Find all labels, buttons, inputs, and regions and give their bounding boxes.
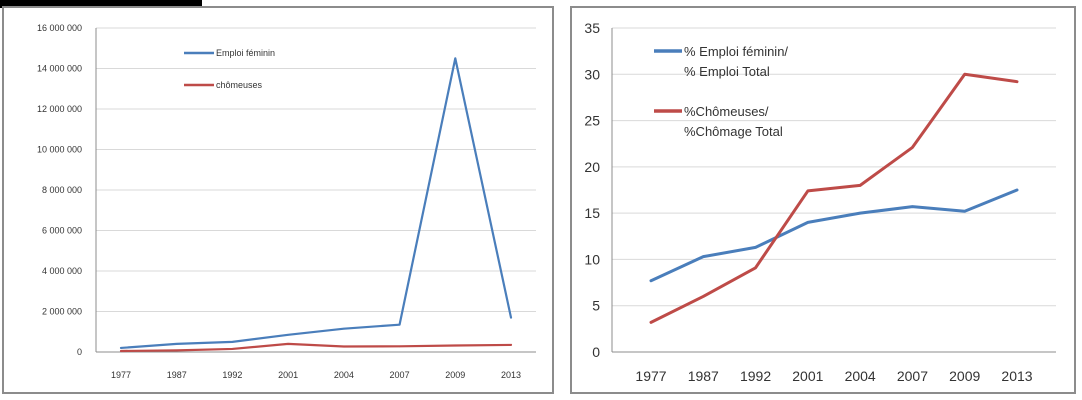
chart-panel-right: 0 5 10 15 20 25 30 35 1977 1987 1992 2001 2004 2007 20…	[570, 6, 1076, 394]
x-tick-label: 1987	[167, 370, 187, 380]
x-tick-label: 2001	[278, 370, 298, 380]
data-point	[510, 316, 512, 319]
data-point	[231, 348, 234, 350]
legend-label: %Chômage Total	[684, 124, 783, 139]
data-point	[963, 210, 966, 213]
legend-label: % Emploi féminin/	[684, 44, 788, 59]
y-tick-label: 12 000 000	[37, 104, 82, 114]
y-tick-label: 30	[584, 66, 600, 82]
x-tick-label: 1977	[111, 370, 131, 380]
x-tick-label: 1992	[222, 370, 242, 380]
data-point	[343, 345, 345, 348]
chart-right: 0 5 10 15 20 25 30 35 1977 1987 1992 2001 2004 2007 20…	[584, 20, 1056, 384]
data-point	[287, 343, 289, 345]
legend-label: Emploi féminin	[216, 48, 275, 58]
legend-label: % Emploi Total	[684, 64, 770, 79]
data-point	[807, 190, 809, 192]
legend-label: chômeuses	[216, 80, 263, 90]
x-tick-label: 1977	[635, 368, 666, 384]
y-tick-label: 6 000 000	[42, 226, 82, 236]
y-tick-label: 0	[77, 347, 82, 357]
y-tick-label: 16 000 000	[37, 23, 82, 33]
data-point	[1016, 80, 1018, 83]
data-point	[1016, 189, 1018, 191]
data-point	[754, 246, 757, 249]
data-point	[650, 321, 652, 324]
y-tick-label: 4 000 000	[42, 266, 82, 276]
x-tick-label: 2009	[445, 370, 465, 380]
data-point	[963, 73, 966, 76]
y-tick-label: 10	[584, 251, 600, 267]
y-tick-label: 35	[584, 20, 600, 36]
x-tick-label: 2004	[845, 368, 876, 384]
data-point	[120, 347, 122, 349]
data-point	[510, 344, 512, 346]
data-point	[754, 266, 757, 269]
data-point	[398, 345, 401, 348]
data-point	[911, 205, 914, 208]
data-point	[702, 295, 705, 298]
x-tick-label: 2013	[1001, 368, 1032, 384]
x-tick-label: 2004	[334, 370, 354, 380]
top-black-bar	[0, 0, 202, 8]
chart-panel-left: 0 2 000 000 4 000 000 6 000 000 8 000 000 10 …	[2, 6, 554, 394]
data-point	[398, 323, 401, 326]
data-point	[175, 349, 178, 352]
y-tick-label: 0	[592, 344, 600, 360]
data-point	[120, 350, 122, 352]
data-point	[650, 279, 652, 282]
data-point	[287, 333, 289, 336]
data-point	[702, 255, 705, 258]
data-point	[454, 57, 457, 60]
data-point	[859, 184, 861, 187]
data-point	[859, 212, 861, 214]
y-tick-label: 15	[584, 205, 600, 221]
legend-label: %Chômeuses/	[684, 104, 769, 119]
data-point	[343, 327, 345, 330]
y-tick-label: 5	[592, 298, 600, 314]
series-line-2	[119, 342, 513, 353]
x-tick-label: 2007	[897, 368, 928, 384]
series-line-1	[649, 188, 1019, 283]
x-tick-label: 2001	[792, 368, 823, 384]
data-point	[454, 344, 457, 347]
data-point	[911, 146, 914, 149]
x-tick-label: 2009	[949, 368, 980, 384]
data-point	[231, 341, 234, 343]
x-tick-label: 1992	[740, 368, 771, 384]
data-point	[807, 221, 809, 224]
y-tick-label: 10 000 000	[37, 145, 82, 155]
data-point	[175, 343, 178, 345]
x-tick-label: 2007	[390, 370, 410, 380]
y-tick-label: 2 000 000	[42, 307, 82, 317]
y-tick-label: 14 000 000	[37, 64, 82, 74]
y-tick-label: 8 000 000	[42, 185, 82, 195]
x-tick-label: 1987	[688, 368, 719, 384]
series-line-1	[119, 57, 513, 350]
y-tick-label: 25	[584, 113, 600, 129]
chart-left: 0 2 000 000 4 000 000 6 000 000 8 000 000 10 …	[37, 23, 536, 380]
x-tick-label: 2013	[501, 370, 521, 380]
series-line-2	[649, 72, 1019, 324]
y-tick-label: 20	[584, 159, 600, 175]
